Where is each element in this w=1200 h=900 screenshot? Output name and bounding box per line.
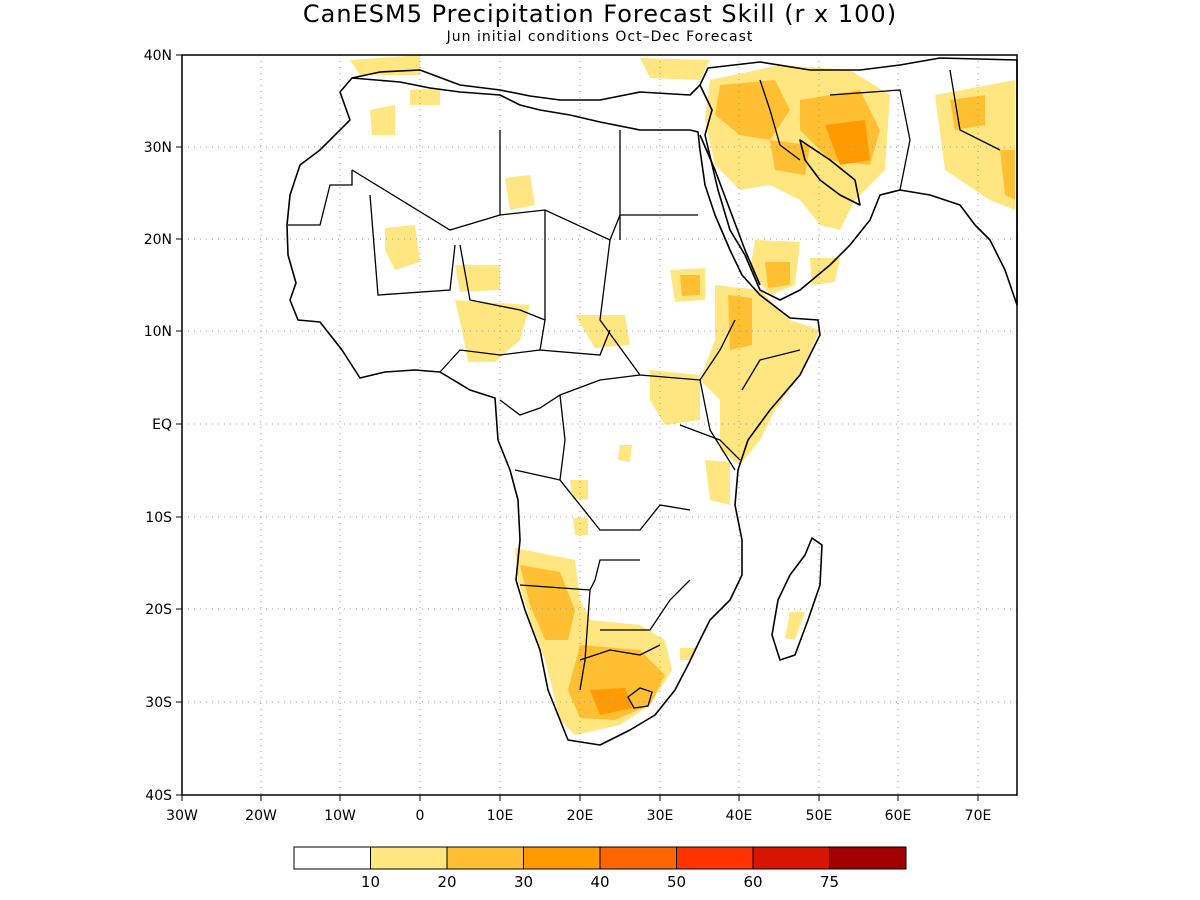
skill-patch — [568, 645, 665, 720]
skill-shading — [350, 55, 1015, 735]
x-tick-label: 20E — [567, 808, 594, 824]
skill-patch — [570, 480, 588, 500]
colorbar-label: 10 — [361, 873, 380, 891]
x-tick-label: 60E — [885, 808, 912, 824]
border — [741, 349, 801, 391]
colorbar: 10 20 30 40 50 60 75 — [293, 846, 907, 891]
border — [759, 79, 801, 161]
skill-patch — [520, 565, 575, 640]
skill-patch — [590, 688, 632, 715]
y-tick-label: 10N — [144, 324, 172, 340]
y-tick-label: 20S — [145, 602, 172, 618]
colorbar-swatch — [446, 846, 524, 870]
x-tick-label: 10E — [487, 808, 514, 824]
skill-patch — [825, 120, 870, 165]
skill-patch — [455, 265, 500, 292]
colorbar-label: 60 — [743, 873, 762, 891]
map-subtitle: Jun initial conditions Oct–Dec Forecast — [446, 29, 754, 45]
persian-gulf — [799, 139, 861, 206]
skill-patch — [1000, 150, 1015, 200]
colorbar-label: 30 — [514, 873, 533, 891]
y-tick-label: 30N — [144, 140, 172, 156]
y-tick-label: 10S — [145, 510, 172, 526]
border — [369, 194, 456, 296]
colorbar-label: 20 — [437, 873, 456, 891]
colorbar-swatch — [829, 846, 907, 870]
skill-patch — [680, 275, 700, 296]
x-axis-labels: 30W 20W 10W 0 10E 20E 30E 40E 50E 60E 70… — [166, 808, 991, 824]
colorbar-swatch — [370, 846, 448, 870]
x-tick-label: 30W — [166, 808, 198, 824]
skill-patch — [573, 518, 588, 535]
x-tick-label: 50E — [806, 808, 833, 824]
skill-patch — [765, 262, 790, 288]
borders — [288, 69, 1001, 709]
border — [288, 170, 353, 226]
skill-patch — [700, 285, 820, 465]
border — [579, 644, 661, 661]
skill-patch — [810, 258, 840, 285]
border — [351, 130, 501, 231]
x-tick-label: 70E — [965, 808, 992, 824]
colorbar-label: 75 — [820, 873, 839, 891]
skill-patch — [770, 140, 810, 175]
skill-patch — [728, 295, 752, 350]
border — [679, 424, 741, 461]
colorbar-swatch — [676, 846, 754, 870]
mediterranean-coast — [351, 69, 701, 101]
colorbar-label: 40 — [590, 873, 609, 891]
africa-coastline — [286, 77, 821, 746]
skill-patch — [455, 300, 530, 362]
skill-patch — [505, 175, 535, 210]
x-tick-label: 40E — [726, 808, 753, 824]
y-tick-label: 40S — [145, 788, 172, 804]
tick-marks — [176, 54, 979, 801]
border — [627, 687, 653, 709]
skill-patch — [410, 88, 440, 105]
skill-patch — [715, 80, 790, 140]
border — [499, 209, 698, 241]
border — [559, 394, 691, 531]
y-tick-label: 30S — [145, 695, 172, 711]
skill-patch — [705, 460, 730, 505]
border — [949, 69, 1001, 151]
red-sea — [699, 134, 761, 286]
skill-patch — [385, 225, 420, 270]
skill-patch — [640, 58, 710, 80]
border — [514, 469, 561, 481]
y-tick-label: 40N — [144, 48, 172, 64]
x-tick-label: 10W — [324, 808, 356, 824]
skill-patch — [350, 55, 420, 75]
border — [699, 379, 736, 471]
y-tick-label: 20N — [144, 232, 172, 248]
middle-east-coastline — [699, 57, 1018, 306]
border — [459, 244, 546, 321]
border — [519, 559, 640, 591]
skill-patch — [785, 612, 805, 640]
colorbar-swatch — [752, 846, 830, 870]
map-title: CanESM5 Precipitation Forecast Skill (r … — [302, 0, 898, 28]
x-tick-label: 30E — [647, 808, 674, 824]
border — [579, 589, 591, 691]
border — [499, 374, 641, 416]
skill-patch — [650, 370, 700, 425]
coastlines — [286, 57, 1018, 746]
colorbar-swatch — [523, 846, 601, 870]
border — [439, 349, 541, 373]
y-tick-label: EQ — [152, 417, 172, 433]
colorbar-swatch — [293, 846, 371, 870]
border — [600, 579, 691, 631]
y-axis-labels: 40N 30N 20N 10N EQ 10S 20S 30S 40S — [144, 48, 172, 804]
colorbar-swatch — [599, 846, 677, 870]
madagascar-coastline — [771, 537, 823, 661]
colorbar-label: 50 — [667, 873, 686, 891]
map-frame — [181, 54, 1018, 796]
skill-patch — [618, 445, 632, 462]
border — [599, 239, 736, 381]
x-tick-label: 0 — [416, 808, 425, 824]
skill-patch — [370, 105, 395, 135]
x-tick-label: 20W — [245, 808, 277, 824]
border — [829, 89, 911, 191]
